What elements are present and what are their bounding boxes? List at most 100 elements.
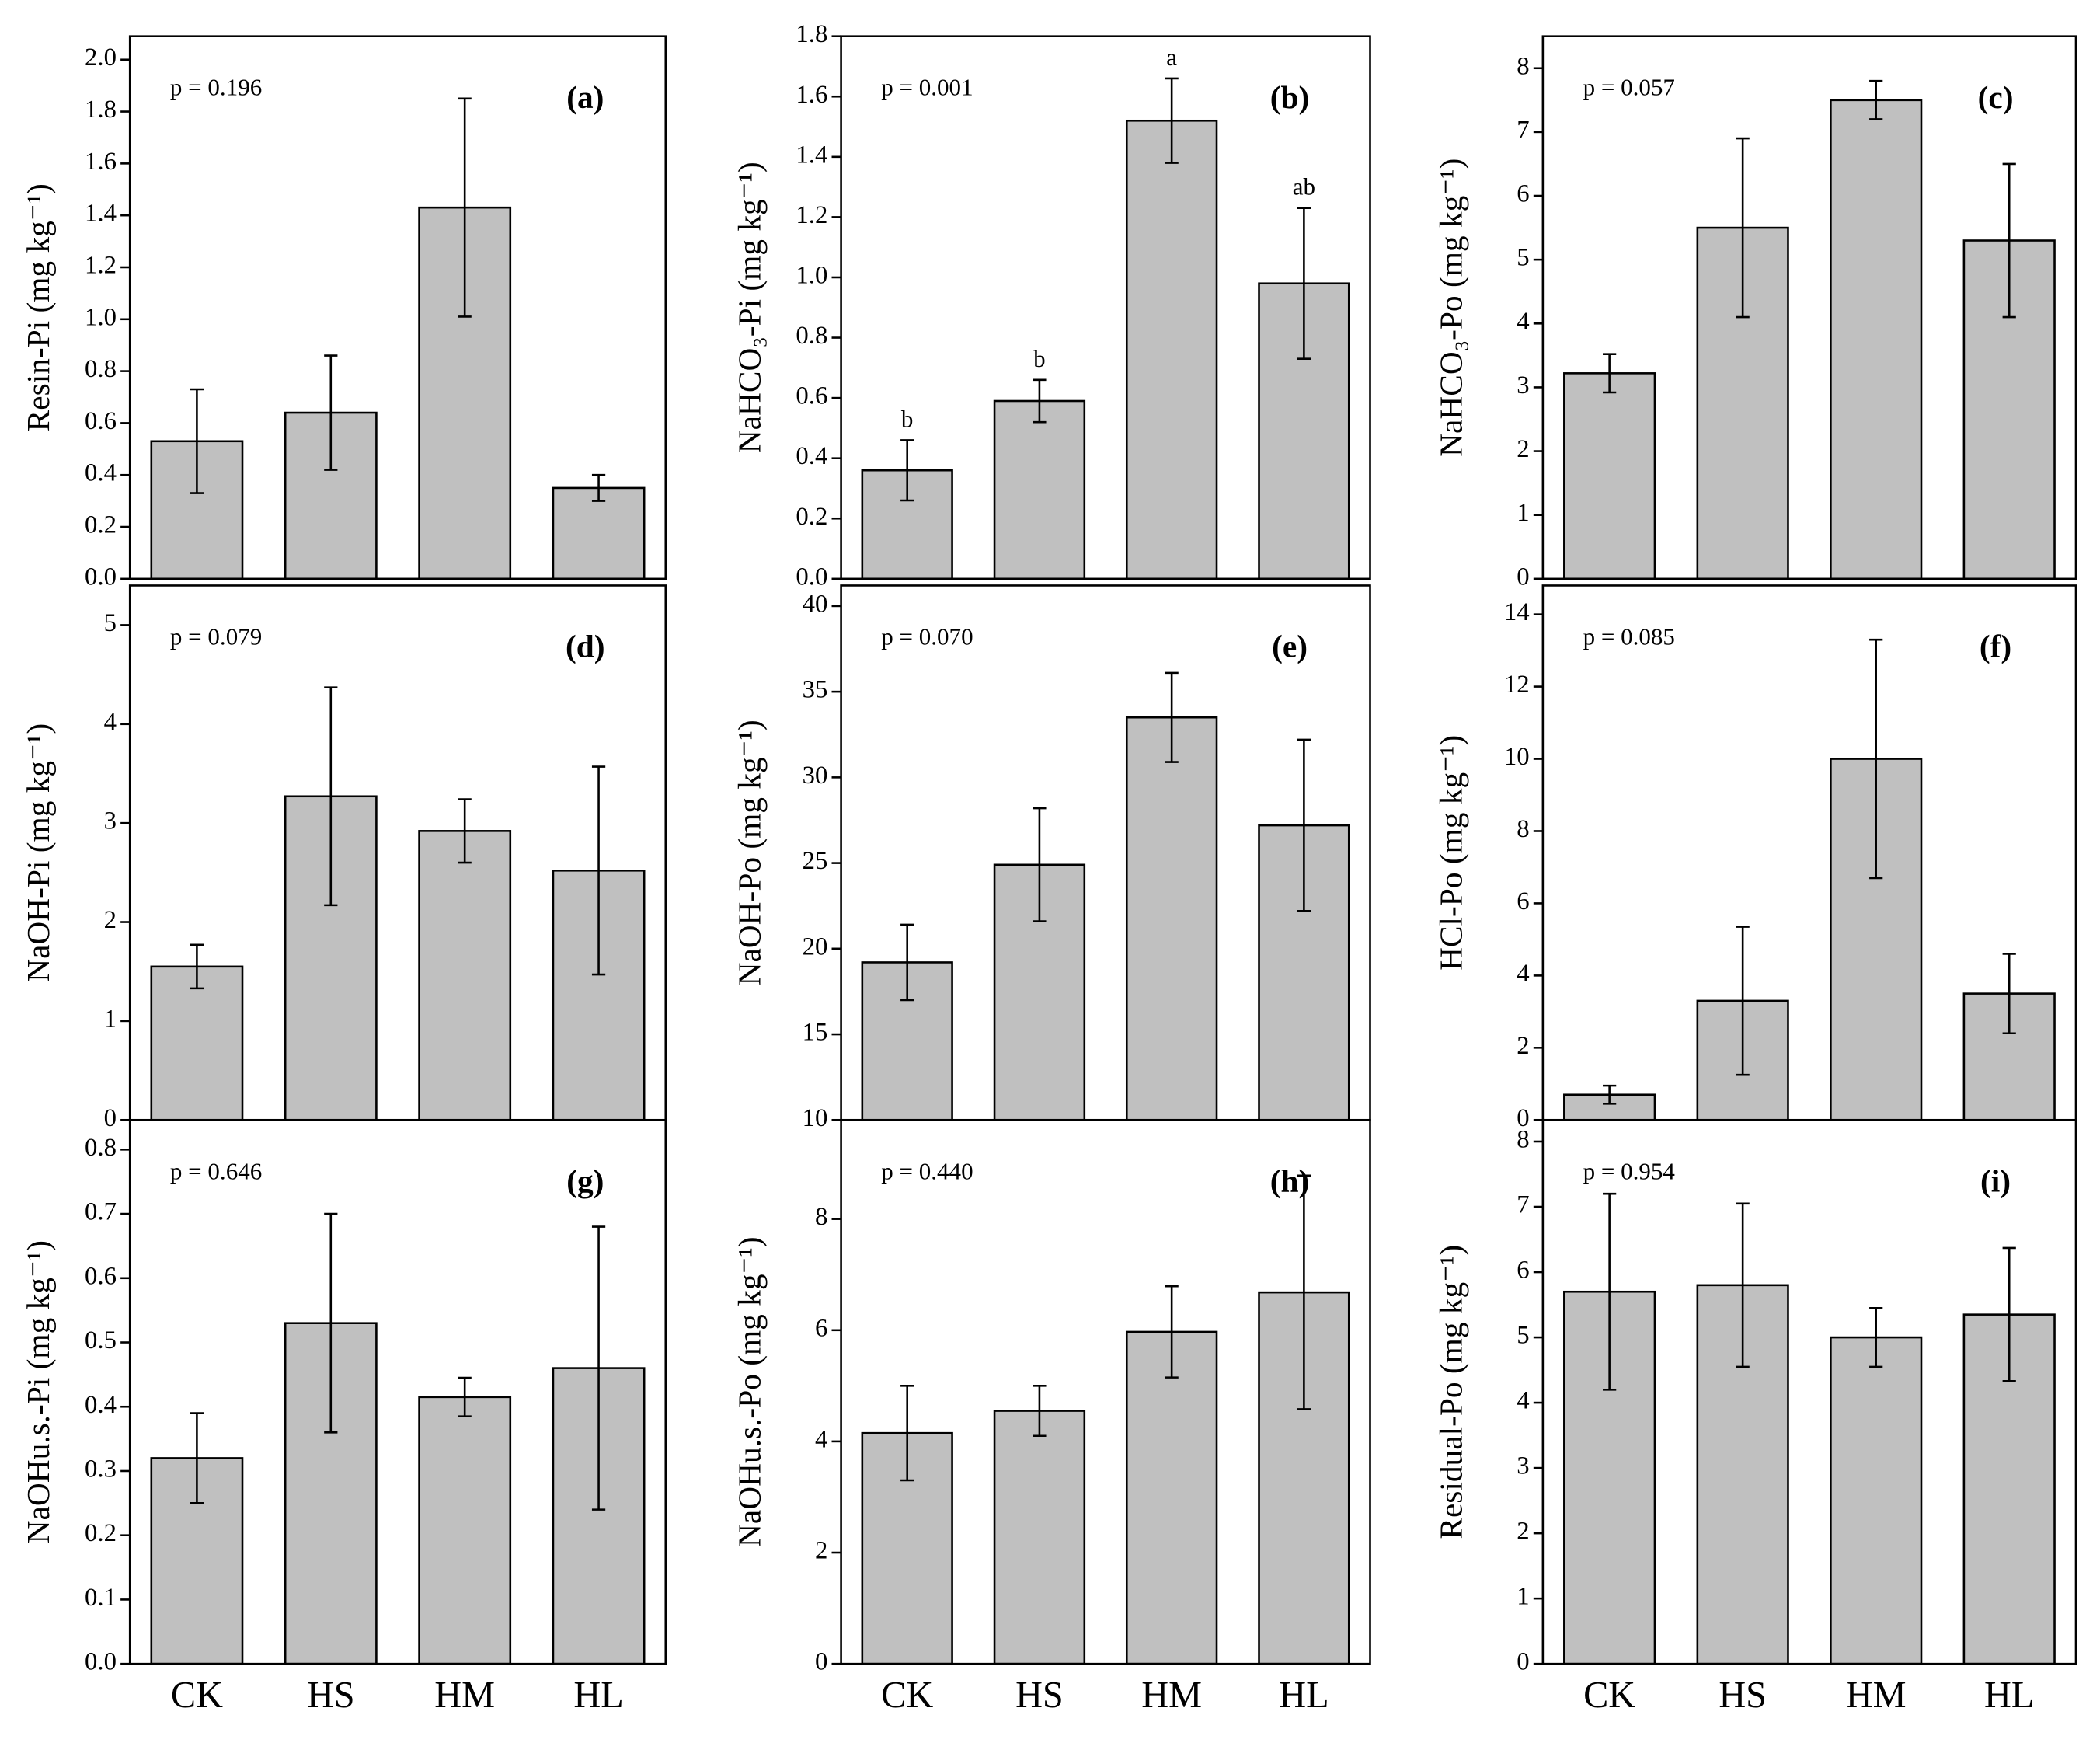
error-bar — [324, 354, 338, 471]
plot-frame — [840, 35, 1371, 580]
y-axis-label: NaOH-Po (mg kg⁻¹) — [731, 720, 768, 985]
y-axis-label: NaOHu.s.-Po (mg kg⁻¹) — [731, 1236, 768, 1547]
y-tick-label: 14 — [1504, 598, 1530, 626]
bar — [1563, 372, 1656, 580]
bar — [1830, 99, 1923, 580]
y-tick-label: 4 — [1517, 960, 1529, 988]
y-tick-label: 0 — [1517, 1104, 1529, 1132]
letter-label: b — [901, 405, 914, 432]
y-tick-label: 12 — [1504, 671, 1530, 699]
error-bar — [591, 1225, 606, 1511]
plot-frame — [1541, 35, 2077, 580]
bar — [1125, 119, 1218, 580]
error-bar — [591, 473, 606, 502]
y-tick-label: 15 — [803, 1019, 828, 1047]
p-value: p = 0.954 — [1583, 1157, 1676, 1184]
error-bar — [1869, 79, 1883, 120]
y-tick-label: 0.6 — [85, 1262, 117, 1290]
y-tick-label: 2 — [1517, 1032, 1529, 1060]
y-tick-label: 8 — [1517, 815, 1529, 843]
y-axis-label: NaOH-Pi (mg kg⁻¹) — [20, 723, 57, 982]
error-bar — [1297, 738, 1311, 912]
y-tick-label: 0.5 — [85, 1326, 117, 1354]
error-bar — [900, 1385, 914, 1482]
error-bar — [1603, 1084, 1617, 1105]
error-bar — [1736, 926, 1750, 1076]
y-tick-label: 1.4 — [85, 200, 117, 228]
y-tick-label: 2 — [1517, 1518, 1529, 1546]
p-value: p = 0.057 — [1583, 74, 1675, 101]
y-tick-label: 1 — [1517, 1583, 1529, 1611]
y-tick-label: 0 — [1517, 1648, 1529, 1676]
plot-frame — [128, 1118, 667, 1665]
error-bar — [1033, 807, 1047, 922]
x-tick-label: HL — [573, 1675, 623, 1716]
p-value: p = 0.001 — [881, 74, 973, 101]
y-tick-label: 1.8 — [796, 20, 827, 48]
error-bar — [1165, 671, 1179, 763]
y-tick-label: 0 — [104, 1104, 117, 1132]
error-bar — [190, 1412, 204, 1504]
y-tick-label: 4 — [1517, 308, 1529, 336]
error-bar — [1165, 1285, 1179, 1379]
panel-label: (b) — [1270, 79, 1310, 116]
panel-label: (i) — [1980, 1163, 2011, 1200]
y-tick-label: 6 — [1517, 887, 1529, 915]
y-tick-label: 4 — [1517, 1387, 1529, 1415]
y-tick-label: 0.1 — [85, 1584, 117, 1612]
y-tick-label: 1.2 — [85, 251, 117, 279]
y-tick-label: 20 — [803, 933, 828, 960]
error-bar — [2002, 162, 2016, 319]
y-tick-label: 30 — [803, 762, 828, 790]
y-tick-label: 0.4 — [796, 442, 827, 470]
y-tick-label: 0.6 — [85, 407, 117, 435]
x-tick-label: CK — [881, 1675, 933, 1716]
p-value: p = 0.440 — [881, 1157, 973, 1184]
y-tick-label: 2 — [1517, 435, 1529, 463]
error-bar — [900, 439, 914, 502]
bar — [1125, 1330, 1218, 1665]
p-value: p = 0.196 — [170, 74, 262, 101]
y-axis-label: NaOHu.s.-Pi (mg kg⁻¹) — [20, 1240, 57, 1543]
y-axis-label: Resin-Pi (mg kg⁻¹) — [20, 183, 57, 431]
error-bar — [1297, 1174, 1311, 1410]
y-tick-label: 0.3 — [85, 1455, 117, 1483]
p-value: p = 0.070 — [881, 623, 973, 650]
y-tick-label: 0.7 — [85, 1198, 117, 1226]
panel-label: (g) — [566, 1163, 604, 1200]
y-tick-label: 1.0 — [796, 261, 827, 289]
x-tick-label: CK — [1583, 1675, 1635, 1716]
y-axis-label: HCl-Po (mg kg⁻¹) — [1433, 735, 1470, 971]
y-tick-label: 10 — [1504, 743, 1530, 771]
y-tick-label: 6 — [815, 1314, 827, 1342]
p-value: p = 0.079 — [170, 623, 262, 650]
y-tick-label: 0.8 — [85, 1134, 117, 1162]
x-tick-label: HS — [307, 1675, 355, 1716]
bar — [418, 830, 512, 1121]
y-tick-label: 1.6 — [796, 81, 827, 109]
error-bar — [1165, 77, 1179, 164]
p-value: p = 0.085 — [1583, 623, 1675, 650]
y-tick-label: 3 — [1517, 1452, 1529, 1480]
error-bar — [1603, 1192, 1617, 1391]
x-tick-label: HS — [1719, 1675, 1767, 1716]
y-tick-label: 1.8 — [85, 96, 117, 124]
error-bar — [458, 97, 472, 318]
plot-frame — [840, 1118, 1371, 1665]
y-tick-label: 1 — [1517, 499, 1529, 527]
y-tick-label: 0.4 — [85, 1391, 117, 1419]
y-tick-label: 0.8 — [85, 355, 117, 383]
y-tick-label: 0.8 — [796, 322, 827, 350]
y-tick-label: 2 — [104, 906, 117, 934]
y-tick-label: 5 — [1517, 1322, 1529, 1350]
y-tick-label: 2 — [815, 1537, 827, 1565]
y-tick-label: 7 — [1517, 1191, 1529, 1219]
x-tick-label: HM — [434, 1675, 495, 1716]
y-tick-label: 2.0 — [85, 44, 117, 71]
panel-label: (a) — [566, 79, 604, 116]
bar — [150, 965, 244, 1121]
x-tick-label: CK — [171, 1675, 223, 1716]
y-tick-label: 6 — [1517, 180, 1529, 208]
panel-label: (c) — [1978, 79, 2014, 116]
y-tick-label: 8 — [1517, 1126, 1529, 1154]
